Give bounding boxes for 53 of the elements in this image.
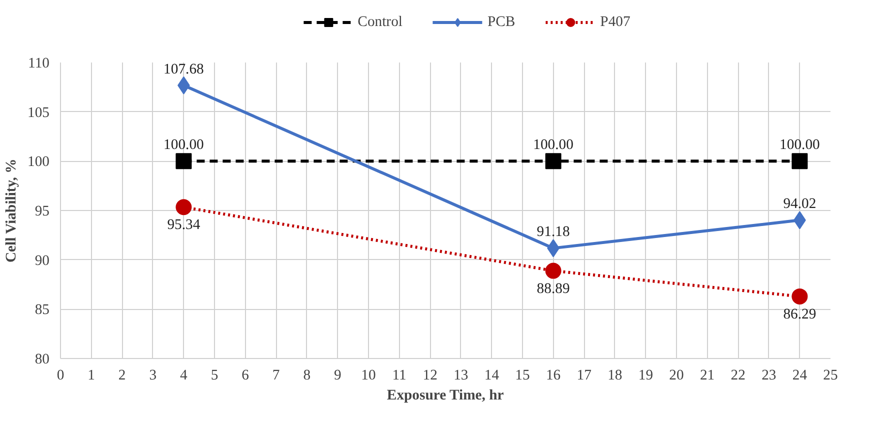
x-tick-label: 8 [303,368,311,384]
x-tick-label: 19 [638,368,654,384]
x-tick-label: 16 [546,368,561,384]
data-label: 107.68 [164,61,204,78]
data-label: 100.00 [780,137,820,154]
point [545,153,562,170]
x-tick-label: 15 [515,368,530,384]
y-tick-label: 90 [34,252,50,269]
point [176,199,192,216]
data-label: 91.18 [536,224,570,240]
x-axis-title: Exposure Time, hr [386,388,504,404]
data-label: 88.89 [536,280,570,297]
y-tick-label: 80 [34,352,50,368]
x-tick-label: 11 [392,368,406,384]
x-tick-label: 25 [823,368,838,384]
x-tick-label: 18 [608,368,622,384]
y-axis-title: Cell Viability, % [4,158,20,263]
point [792,288,808,304]
y-tick-label: 85 [34,302,50,318]
x-tick-label: 22 [730,368,746,384]
data-label: 94.02 [783,196,816,212]
x-tick-label: 14 [484,368,500,384]
x-tick-label: 10 [361,368,376,384]
x-tick-label: 2 [118,368,126,384]
x-tick-label: 13 [454,368,468,384]
y-tick-label: 105 [28,104,50,121]
x-tick-label: 4 [180,368,188,384]
data-label: 100.00 [533,137,574,154]
data-label: 86.29 [783,306,816,322]
data-label: 95.34 [167,217,201,234]
x-tick-label: 9 [334,368,342,384]
x-tick-label: 21 [700,368,715,384]
legend-label: PCB [487,14,516,30]
legend-label: Control [358,14,402,30]
x-tick-label: 24 [792,368,808,384]
y-tick-label: 100 [28,154,50,170]
y-tick-label: 110 [28,56,50,72]
data-label: 100.00 [164,137,204,154]
x-tick-label: 3 [149,368,157,384]
x-tick-label: 6 [242,368,249,384]
point [792,153,808,170]
x-tick-label: 23 [762,368,776,384]
point [545,262,562,279]
x-tick-label: 7 [272,368,280,384]
y-tick-label: 95 [34,204,50,220]
legend-label: P407 [600,14,630,30]
x-tick-label: 0 [56,368,64,384]
x-tick-label: 17 [576,368,592,384]
x-tick-label: 5 [210,368,218,384]
x-tick-label: 1 [88,368,95,384]
point [176,153,192,170]
x-tick-label: 20 [669,368,684,384]
x-tick-label: 12 [422,368,438,384]
